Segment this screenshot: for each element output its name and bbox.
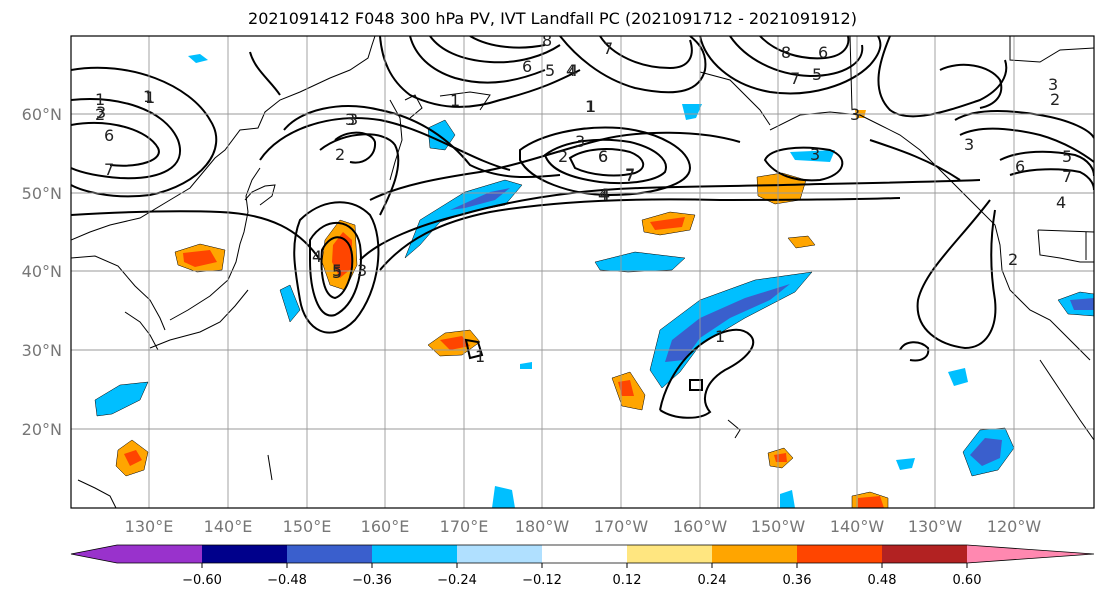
contour-label: 2 [95,105,105,124]
colorbar-tick-label: 0.36 [783,573,812,588]
lon-label: 170°E [440,517,489,536]
contour-label: 5 [545,61,555,80]
contour-label: 8 [542,31,552,50]
colorbar-segment [882,545,967,563]
contour-label: 1 [145,88,155,107]
colorbar-tick-label: 0.48 [868,573,897,588]
contour-label: 5 [332,263,342,282]
contour-label: 2 [1050,90,1060,109]
contour-label: 1 [715,327,725,346]
lon-label: 160°E [361,517,410,536]
contour-label: 1 [143,87,153,106]
colorbar-tick-label: −0.60 [182,573,222,588]
colorbar-tick-label: 0.24 [698,573,727,588]
colorbar-segment [627,545,712,563]
lon-label: 130°E [125,517,174,536]
contour-label: 7 [625,165,635,184]
contour-label: 3 [96,103,106,122]
colorbar-extend-low [71,545,117,563]
lat-label: 20°N [22,420,62,439]
colorbar-segment [287,545,372,563]
colorbar-outline [70,544,1095,564]
lon-label: 160°W [673,517,728,536]
lat-label: 40°N [22,262,62,281]
colorbar-segment [202,545,287,563]
lon-label: 150°E [283,517,332,536]
contour-label: 8 [781,43,791,62]
contour-label: 7 [104,160,114,179]
contour-label: 3 [357,261,367,280]
colorbar-segment [117,545,202,563]
lat-label: 60°N [22,105,62,124]
contour-label: 4 [568,61,578,80]
colorbar-segment [542,545,627,563]
contour-label: 3 [575,132,585,151]
lon-label: 140°E [204,517,253,536]
contour-label: 6 [522,57,532,76]
contour-label: 7 [790,69,800,88]
lon-label: 150°W [751,517,806,536]
latitude-labels: 60°N 50°N 40°N 30°N 20°N [22,105,62,439]
colorbar-segment [712,545,797,563]
lon-label: 120°W [987,517,1042,536]
longitude-labels: 130°E 140°E 150°E 160°E 170°E 180°W 170°… [125,517,1042,536]
contour-label: 3 [964,135,974,154]
plot-background [71,36,1094,508]
colorbar-extend-high [967,545,1094,563]
colorbar-segment [372,545,457,563]
contour-label: 6 [598,147,608,166]
contour-label: 3 [345,110,355,129]
contour-label: 6 [598,147,608,166]
contour-label: 2 [1008,250,1018,269]
contour-label: 7 [625,166,635,185]
lat-label: 30°N [22,341,62,360]
lon-label: 180°W [515,517,570,536]
coastlines [71,36,1094,508]
contour-label: 5 [332,261,342,280]
contour-label: 5 [1062,147,1072,166]
contour-label: 2 [335,145,345,164]
contour-labels: 1 2 3 6 7 8 6 5 4 7 8 6 7 3 2 1 3 2 3 6 … [95,31,1072,366]
contour-label: 3 [810,145,820,164]
contour-label: 7 [1062,167,1072,186]
colorbar-tick-label: −0.12 [522,573,562,588]
contour-label: 4 [598,185,608,204]
contour-label: 4 [566,61,576,80]
contour-label: 1 [95,90,105,109]
contour-label: 3 [348,110,358,129]
negative-anomaly-fill [94,54,1094,508]
plot-frame [70,35,1095,509]
contour-label: 5 [812,65,822,84]
lat-label: 50°N [22,184,62,203]
contour-label: 4 [600,185,610,204]
contour-label: 3 [850,105,860,124]
map-title: 2021091412 F048 300 hPa PV, IVT Landfall… [248,9,857,28]
contour-label: 6 [818,43,828,62]
colorbar-tick-label: −0.24 [437,573,477,588]
contour-label: 3 [1048,75,1058,94]
positive-anomaly-fill [115,110,889,508]
contour-label: 1 [585,97,595,116]
contour-label: 4 [312,247,322,266]
contour-label: 6 [104,126,114,145]
gridlines [71,36,1094,508]
contour-label: 1 [475,347,485,366]
colorbar-segment [457,545,542,563]
contour-label: 6 [1015,157,1025,176]
colorbar-tick-label: −0.48 [267,573,307,588]
lon-label: 170°W [594,517,649,536]
colorbar-tick-label: 0.60 [953,573,982,588]
colorbar-tick-label: 0.12 [613,573,642,588]
lon-label: 140°W [830,517,885,536]
contour-label: 1 [586,97,596,116]
lon-label: 130°W [908,517,963,536]
contour-label: 1 [450,91,460,110]
contour-label: 2 [558,147,568,166]
colorbar-segment [797,545,882,563]
colorbar-tick-label: −0.36 [352,573,392,588]
contour-label: 4 [1056,193,1066,212]
contour-label: 7 [603,39,613,58]
colorbar: −0.60 −0.48 −0.36 −0.24 −0.12 0.12 0.24 … [70,544,1095,588]
